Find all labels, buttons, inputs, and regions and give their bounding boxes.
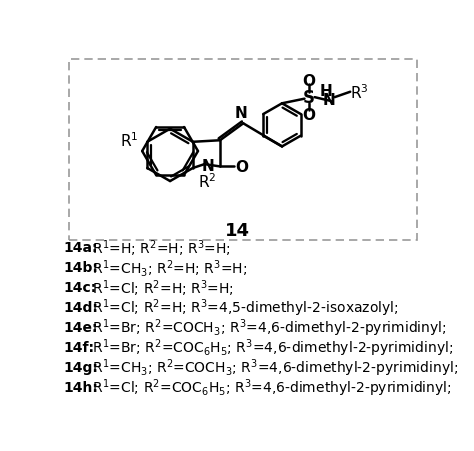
Text: O: O bbox=[302, 107, 316, 122]
Text: 14b:: 14b: bbox=[63, 261, 98, 275]
Text: N: N bbox=[201, 159, 214, 174]
Text: 14h:: 14h: bbox=[63, 381, 98, 395]
Text: R$^1$=CH$_3$; R$^2$=COCH$_3$; R$^3$=4,6-dimethyl-2-pyrimidinyl;: R$^1$=CH$_3$; R$^2$=COCH$_3$; R$^3$=4,6-… bbox=[88, 357, 458, 378]
Text: R$^1$: R$^1$ bbox=[120, 131, 138, 149]
Text: N: N bbox=[235, 106, 247, 121]
Text: R$^1$=H; R$^2$=H; R$^3$=H;: R$^1$=H; R$^2$=H; R$^3$=H; bbox=[88, 238, 231, 258]
Text: R$^2$: R$^2$ bbox=[199, 172, 217, 191]
Text: H: H bbox=[320, 83, 333, 98]
Text: 14f:: 14f: bbox=[63, 341, 94, 354]
Text: R$^1$=Cl; R$^2$=H; R$^3$=4,5-dimethyl-2-isoxazolyl;: R$^1$=Cl; R$^2$=H; R$^3$=4,5-dimethyl-2-… bbox=[88, 297, 398, 318]
Text: 14d:: 14d: bbox=[63, 301, 98, 315]
Text: R$^1$=Br; R$^2$=COCH$_3$; R$^3$=4,6-dimethyl-2-pyrimidinyl;: R$^1$=Br; R$^2$=COCH$_3$; R$^3$=4,6-dime… bbox=[88, 317, 447, 338]
Text: R$^1$=Cl; R$^2$=COC$_6$H$_5$; R$^3$=4,6-dimethyl-2-pyrimidinyl;: R$^1$=Cl; R$^2$=COC$_6$H$_5$; R$^3$=4,6-… bbox=[88, 377, 452, 398]
Text: O: O bbox=[235, 160, 248, 175]
Text: O: O bbox=[302, 74, 316, 88]
FancyBboxPatch shape bbox=[69, 60, 417, 240]
Text: S: S bbox=[303, 89, 315, 107]
Text: 14a:: 14a: bbox=[63, 241, 98, 255]
Text: N: N bbox=[323, 93, 336, 108]
Text: R$^1$=Cl; R$^2$=H; R$^3$=H;: R$^1$=Cl; R$^2$=H; R$^3$=H; bbox=[88, 277, 234, 298]
Text: R$^1$=CH$_3$; R$^2$=H; R$^3$=H;: R$^1$=CH$_3$; R$^2$=H; R$^3$=H; bbox=[88, 257, 247, 278]
Text: 14g:: 14g: bbox=[63, 361, 98, 375]
Text: R$^1$=Br; R$^2$=COC$_6$H$_5$; R$^3$=4,6-dimethyl-2-pyrimidinyl;: R$^1$=Br; R$^2$=COC$_6$H$_5$; R$^3$=4,6-… bbox=[88, 337, 453, 359]
Text: R$^3$: R$^3$ bbox=[350, 83, 369, 102]
Text: 14c:: 14c: bbox=[63, 281, 96, 295]
Text: 14e:: 14e: bbox=[63, 321, 98, 335]
Text: 14: 14 bbox=[225, 222, 250, 240]
